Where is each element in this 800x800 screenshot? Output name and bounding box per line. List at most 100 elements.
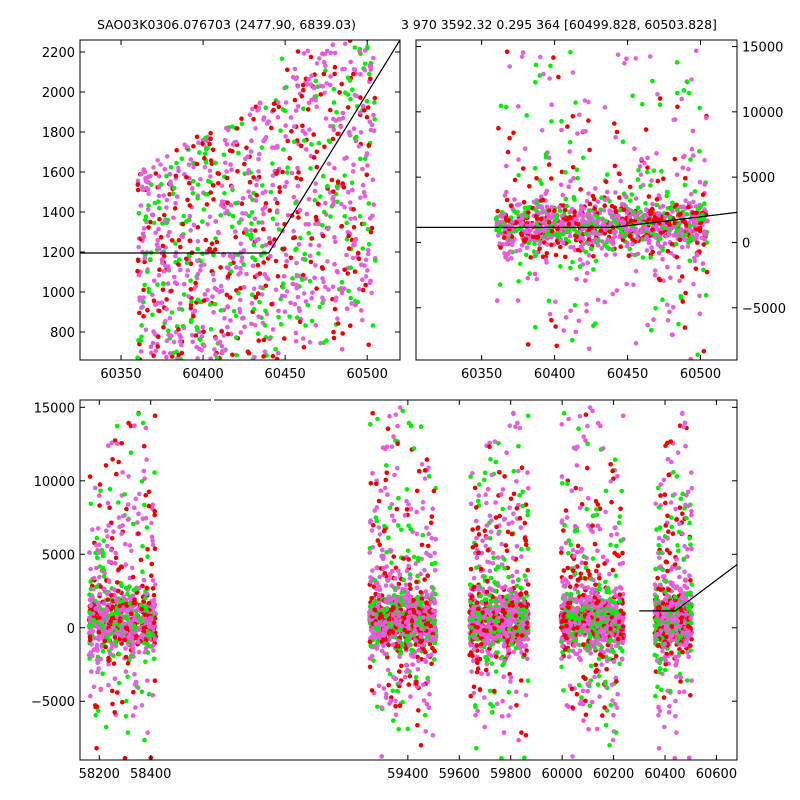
data-point — [269, 302, 274, 307]
data-point — [309, 295, 315, 301]
data-point — [190, 191, 196, 196]
data-point — [171, 185, 177, 191]
data-point — [253, 295, 258, 300]
data-point — [285, 165, 291, 170]
data-point — [392, 593, 397, 598]
data-point — [116, 680, 122, 686]
data-point — [179, 156, 185, 161]
data-point — [522, 146, 528, 151]
data-point — [125, 517, 131, 522]
data-point — [170, 191, 176, 196]
data-point — [256, 105, 262, 111]
data-point — [146, 489, 152, 495]
data-point — [573, 100, 578, 105]
data-point — [423, 639, 429, 644]
data-point — [168, 164, 174, 170]
data-point — [605, 172, 610, 177]
data-point — [689, 146, 695, 152]
data-point — [366, 6, 371, 11]
data-point — [338, 124, 344, 130]
data-point — [95, 600, 101, 605]
data-point — [702, 157, 707, 163]
data-point — [303, 276, 308, 281]
data-point — [360, 277, 365, 283]
data-point — [586, 99, 591, 105]
data-point — [151, 648, 156, 653]
data-point — [146, 624, 152, 629]
data-point — [388, 698, 394, 704]
data-point — [385, 667, 391, 673]
data-point — [651, 317, 656, 322]
data-point — [409, 648, 415, 653]
data-point — [282, 246, 287, 252]
data-point — [227, 295, 233, 300]
data-point — [665, 318, 671, 323]
data-point — [610, 291, 615, 297]
data-point — [195, 239, 201, 244]
data-point — [365, 227, 371, 232]
data-point — [361, 190, 367, 195]
data-point — [106, 589, 111, 595]
x-tick-label: 60500 — [346, 367, 387, 382]
data-point — [419, 462, 425, 467]
data-point — [225, 331, 231, 337]
data-point — [691, 199, 696, 205]
data-point — [164, 154, 170, 159]
top-left-points — [80, 4, 400, 360]
data-point — [650, 78, 655, 84]
data-point — [566, 184, 571, 189]
data-point — [267, 208, 273, 213]
data-point — [116, 515, 122, 520]
data-point — [431, 586, 436, 591]
data-point — [248, 228, 254, 233]
data-point — [249, 221, 254, 226]
data-point — [689, 77, 694, 82]
data-point — [368, 76, 373, 81]
data-point — [552, 208, 557, 213]
data-point — [507, 64, 512, 69]
data-point — [429, 514, 435, 519]
data-point — [135, 187, 141, 193]
data-point — [339, 81, 345, 87]
data-point — [392, 472, 397, 478]
data-point — [665, 248, 671, 254]
data-point — [658, 235, 663, 241]
data-point — [142, 502, 147, 508]
data-point — [135, 355, 140, 360]
data-point — [387, 413, 392, 419]
data-point — [228, 331, 234, 337]
data-point — [372, 4, 377, 9]
data-point — [412, 628, 418, 634]
data-point — [335, 179, 341, 184]
data-point — [271, 107, 276, 113]
data-point — [108, 547, 114, 553]
data-point — [384, 691, 389, 697]
data-point — [138, 602, 144, 608]
data-point — [301, 87, 306, 93]
data-point — [374, 645, 380, 651]
data-point — [494, 215, 499, 221]
data-point — [553, 324, 558, 329]
data-point — [537, 178, 543, 183]
data-point — [359, 308, 364, 313]
data-point — [260, 190, 266, 196]
data-point — [368, 635, 374, 640]
data-point — [236, 272, 241, 277]
data-point — [508, 705, 513, 710]
data-point — [682, 393, 687, 398]
data-point — [371, 611, 376, 617]
data-point — [425, 621, 431, 626]
data-point — [123, 614, 128, 619]
model-line — [416, 211, 737, 228]
data-point — [542, 227, 548, 233]
data-point — [288, 255, 294, 261]
data-point — [674, 172, 680, 178]
data-point — [236, 220, 242, 225]
data-point — [300, 82, 306, 88]
data-point — [139, 479, 145, 484]
data-point — [655, 92, 660, 97]
data-point — [217, 289, 222, 295]
data-point — [508, 203, 514, 208]
data-point — [320, 233, 326, 239]
data-point — [178, 244, 183, 250]
